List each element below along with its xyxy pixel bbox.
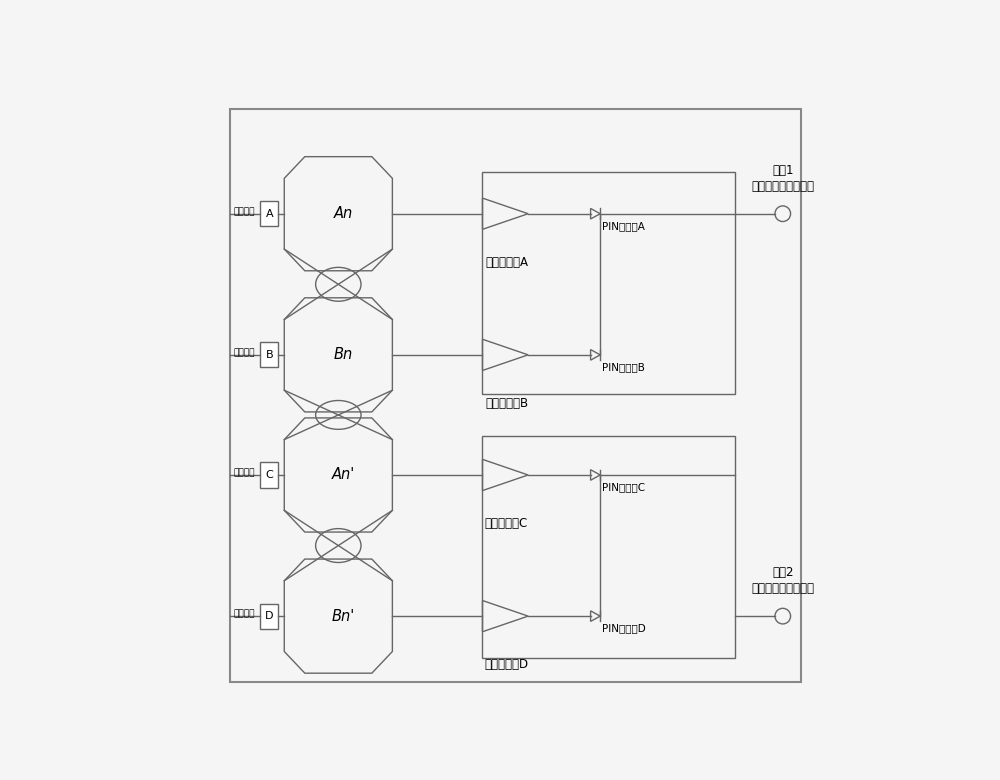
Text: 前置放大器B: 前置放大器B xyxy=(485,397,528,410)
Bar xyxy=(260,201,278,226)
Bar xyxy=(260,342,278,367)
Text: 失谐回路: 失谐回路 xyxy=(233,207,255,216)
Text: PIN二极管D: PIN二极管D xyxy=(602,623,646,633)
Text: 失谐回路: 失谐回路 xyxy=(233,349,255,357)
Bar xyxy=(482,436,735,658)
Text: PIN二极管B: PIN二极管B xyxy=(602,362,645,372)
Bar xyxy=(482,172,735,394)
Text: An': An' xyxy=(332,467,355,483)
Text: 前置放大器D: 前置放大器D xyxy=(484,658,529,671)
Text: 失谐回路: 失谐回路 xyxy=(233,610,255,619)
Text: 前置放大器C: 前置放大器C xyxy=(485,517,528,530)
Text: PIN二极管A: PIN二极管A xyxy=(602,221,645,231)
Text: 通道1
连接到系统控制单元: 通道1 连接到系统控制单元 xyxy=(751,164,814,193)
Text: A: A xyxy=(265,209,273,218)
Text: Bn: Bn xyxy=(334,347,353,363)
Text: Bn': Bn' xyxy=(332,608,355,624)
Bar xyxy=(260,463,278,488)
Text: 失谐回路: 失谐回路 xyxy=(233,469,255,477)
Bar xyxy=(260,604,278,629)
Text: 前置放大器A: 前置放大器A xyxy=(485,256,528,269)
Text: 通道2
连接到系统控制单元: 通道2 连接到系统控制单元 xyxy=(751,566,814,595)
Text: D: D xyxy=(265,611,274,621)
Text: B: B xyxy=(265,350,273,360)
Text: PIN二极管C: PIN二极管C xyxy=(602,482,645,492)
Text: An: An xyxy=(334,206,353,222)
Text: C: C xyxy=(265,470,273,480)
